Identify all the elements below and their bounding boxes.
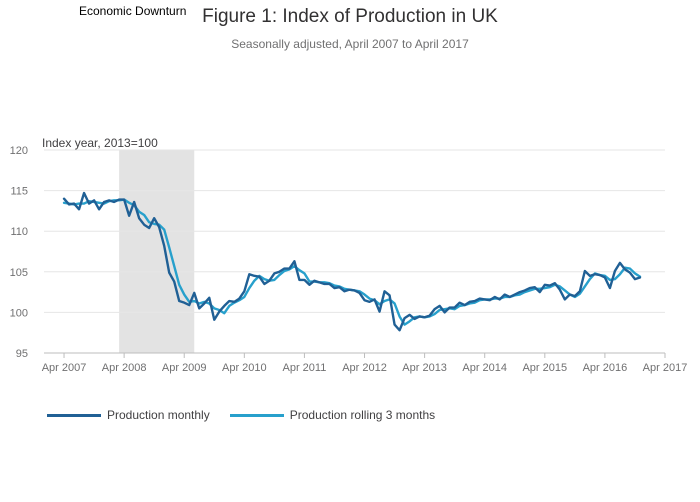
legend-swatch-monthly <box>47 413 101 417</box>
legend-swatch-rolling <box>229 413 284 417</box>
x-tick-label: Apr 2010 <box>222 362 267 374</box>
x-tick-label: Apr 2009 <box>162 362 207 374</box>
x-tick-label: Apr 2013 <box>402 362 447 374</box>
series-line-monthly[interactable] <box>62 191 642 332</box>
x-tick-label: Apr 2008 <box>102 362 147 374</box>
y-tick-label: 110 <box>10 226 28 238</box>
legend-label-monthly: Production monthly <box>107 408 210 422</box>
y-tick-label: 115 <box>10 186 28 198</box>
y-tick-labels: 95 100 105 110 115 120 <box>10 145 28 360</box>
downturn-shading-0 <box>119 150 195 353</box>
y-axis-label: Index year, 2013=100 <box>42 136 158 150</box>
y-tick-label: 120 <box>10 145 28 157</box>
x-tick-label: Apr 2012 <box>342 362 387 374</box>
chart-title: Figure 1: Index of Production in UK <box>202 6 498 27</box>
legend-item-production-monthly[interactable]: Production monthly <box>47 408 210 422</box>
x-tick-label: Apr 2015 <box>522 362 567 374</box>
shaded-periods <box>119 150 195 353</box>
x-axis: Apr 2007 Apr 2008 Apr 2009 Apr 2010 Apr 2011… <box>42 352 688 374</box>
series-lines[interactable] <box>62 191 642 332</box>
chart-subtitle: Seasonally adjusted, April 2007 to April… <box>231 37 469 51</box>
y-tick-label: 100 <box>10 307 28 319</box>
y-tick-label: 95 <box>16 348 28 360</box>
chart-legend: Production monthly Production rolling 3 … <box>47 408 435 422</box>
x-tick-label: Apr 2007 <box>42 362 87 374</box>
x-tick-label: Apr 2016 <box>583 362 628 374</box>
economic-downturn-legend-toggle[interactable]: Economic Downturn <box>79 4 187 18</box>
x-tick-label: Apr 2011 <box>283 362 327 374</box>
x-tick-label: Apr 2014 <box>462 362 507 374</box>
legend-item-production-rolling[interactable]: Production rolling 3 months <box>229 408 436 422</box>
legend-label-rolling: Production rolling 3 months <box>289 408 436 422</box>
y-tick-label: 105 <box>10 267 28 279</box>
x-tick-label: Apr 2017 <box>643 362 688 374</box>
